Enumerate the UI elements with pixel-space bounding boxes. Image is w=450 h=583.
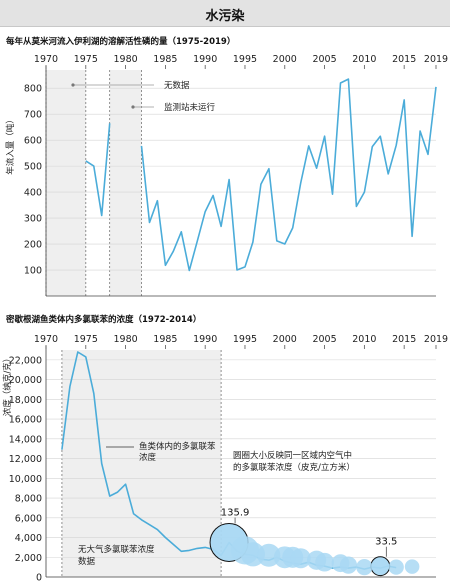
c2-ytick-label: 2,000 [15, 553, 42, 564]
c1-xtick-label: 1980 [113, 54, 137, 65]
c1-series-line-1 [140, 78, 437, 272]
page-header: 水污染 [0, 0, 450, 27]
fish-pcb-label-line2: 浓度 [139, 452, 157, 463]
c2-xtick-label: 2005 [312, 334, 336, 345]
fish-pcb-label-line1: 鱼类体内的多氯联苯 [139, 441, 216, 452]
phosphorus-chart: 每年从莫米河流入伊利湖的溶解活性磷的量（1975-2019） 1970 1975 1… [5, 36, 448, 297]
c1-xtick-label: 2000 [273, 54, 297, 65]
air-pcb-bubble [356, 558, 373, 576]
no-data-leader-dot [71, 83, 75, 87]
no-air-data-line2: 数据 [78, 556, 96, 567]
bubble-label-2012: 33.5 [375, 537, 397, 548]
c1-xtick-label: 2015 [392, 54, 416, 65]
chart1-title: 每年从莫米河流入伊利湖的溶解活性磷的量（1975-2019） [6, 36, 235, 47]
c2-ytick-label: 14,000 [9, 434, 42, 445]
air-pcb-bubble [370, 556, 391, 577]
air-pcb-bubble [315, 552, 334, 572]
c2-xtick-label: 1975 [74, 334, 98, 345]
no-air-data-line1: 无大气多氯联苯浓度 [78, 544, 155, 555]
c1-shaded-region-0 [46, 70, 86, 296]
c2-xtick-label: 1995 [233, 334, 257, 345]
c2-xtick-label: 2000 [273, 334, 297, 345]
c1-xtick-label: 2019 [424, 54, 448, 65]
c2-xtick-label: 1990 [193, 334, 217, 345]
c1-xtick-label: 1995 [233, 54, 257, 65]
station-offline-leader-dot [131, 105, 135, 109]
c2-ytick-label: 0 [36, 573, 42, 583]
c2-ytick-label: 12,000 [9, 454, 42, 465]
c2-ytick-label: 18,000 [9, 395, 42, 406]
bubble-label-max: 135.9 [221, 507, 250, 518]
c2-xtick-label: 2015 [392, 334, 416, 345]
c2-xtick-label: 1980 [113, 334, 137, 345]
no-data-label: 无数据 [164, 80, 190, 91]
c1-series-line-0 [85, 123, 111, 217]
c1-ytick-label: 800 [24, 84, 42, 95]
air-pcb-bubble [290, 548, 311, 569]
bubble-legend-line2: 的多氯联苯浓度（皮克/立方米） [233, 462, 355, 473]
station-offline-label: 监测站未运行 [164, 102, 216, 113]
c2-ytick-label: 10,000 [9, 474, 42, 485]
c1-shaded-region-1 [109, 70, 142, 296]
c2-ytick-label: 6,000 [15, 513, 42, 524]
c2-xtick-label: 2010 [352, 334, 376, 345]
chart2-ylabel: 浓度（纳克/克） [2, 354, 13, 416]
c2-ytick-label: 22,000 [9, 355, 42, 366]
c1-xtick-label: 2005 [312, 54, 336, 65]
c2-ytick-label: 20,000 [9, 375, 42, 386]
page-title: 水污染 [205, 9, 245, 24]
c1-ytick-label: 600 [24, 136, 42, 147]
air-pcb-bubble [339, 556, 358, 574]
c2-ytick-label: 8,000 [15, 494, 42, 505]
c1-ytick-label: 700 [24, 110, 42, 121]
c1-ytick-label: 400 [24, 188, 42, 199]
c1-xtick-label: 1985 [153, 54, 177, 65]
c1-ytick-label: 300 [24, 214, 42, 225]
c1-xtick-label: 2010 [352, 54, 376, 65]
c2-xtick-label: 1970 [34, 334, 58, 345]
c1-xtick-label: 1990 [193, 54, 217, 65]
c2-shaded-region-0 [61, 350, 222, 577]
chart1-ylabel: 年流入量（吨） [5, 115, 16, 175]
c2-xtick-label: 1985 [153, 334, 177, 345]
pcb-chart: 密歇根湖鱼类体内多氯联苯的浓度（1972-2014） 1970 1975 1980 1… [2, 314, 448, 583]
c1-xtick-label: 1970 [34, 54, 58, 65]
c1-ytick-label: 200 [24, 240, 42, 251]
air-pcb-bubble [388, 559, 404, 575]
c1-xtick-label: 1975 [74, 54, 98, 65]
chart2-title: 密歇根湖鱼类体内多氯联苯的浓度（1972-2014） [5, 314, 201, 325]
c2-ytick-label: 16,000 [9, 415, 42, 426]
c2-xtick-label: 2019 [424, 334, 448, 345]
c2-ytick-label: 4,000 [15, 533, 42, 544]
bubble-legend-line1: 圆圈大小反映同一区域内空气中 [233, 450, 352, 461]
c1-ytick-label: 100 [24, 266, 42, 277]
air-pcb-bubble [404, 559, 420, 574]
c1-ytick-label: 500 [24, 162, 42, 173]
